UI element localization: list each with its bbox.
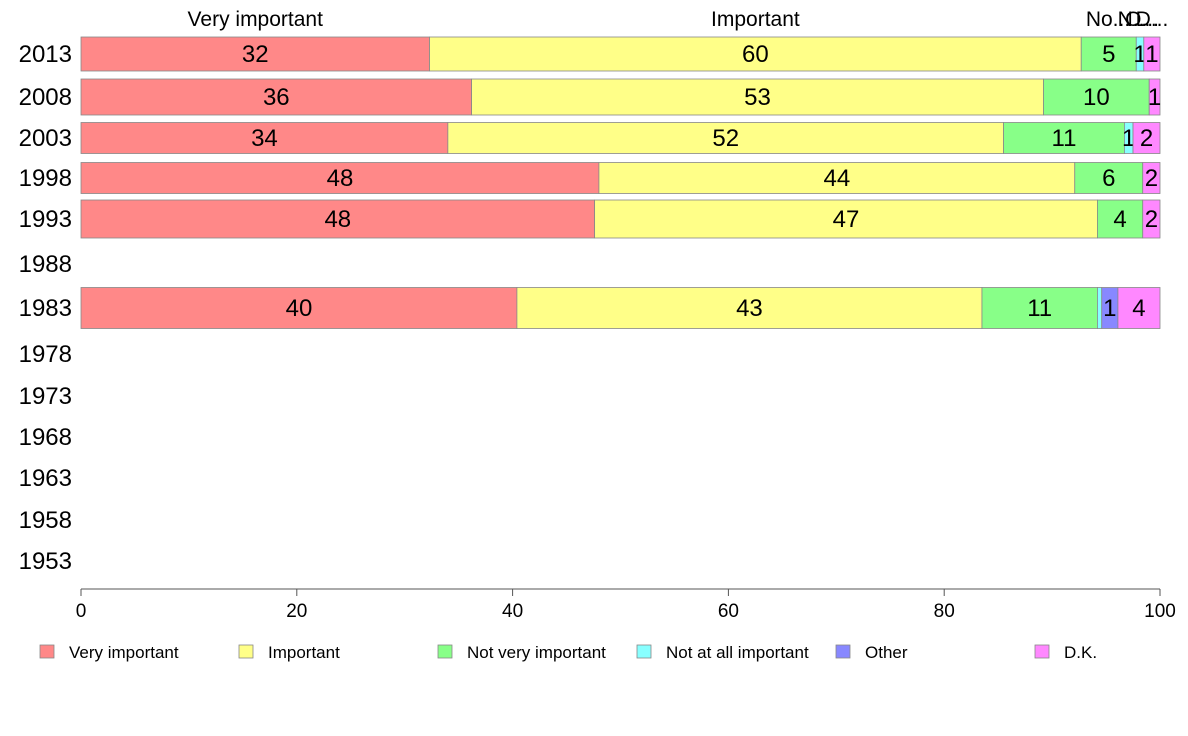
data-label-1983-4: 1	[1103, 295, 1116, 322]
legend: Very important Important Not very importan…	[39, 643, 1097, 662]
data-label-1993-5: 2	[1145, 206, 1158, 233]
data-label-1983-2: 11	[1027, 295, 1052, 322]
top-label-3: N...	[1118, 8, 1151, 31]
x-tick-label-40: 40	[502, 601, 523, 622]
bar-1998-d-k-	[1142, 162, 1161, 194]
legend-label-4: Other	[865, 643, 908, 662]
bar-1993-not-very-important	[1097, 199, 1144, 239]
bar-1993-very-important	[80, 199, 596, 239]
top-label-0: Very important	[188, 8, 324, 31]
legend-label-3: Not at all important	[666, 643, 809, 662]
year-label-1993: 1993	[19, 206, 72, 233]
bar-1998-important	[598, 162, 1076, 194]
y-axis-labels: 2013 2008 2003 1998 1993 1988 1983 1978 1973 1968…	[19, 41, 72, 575]
data-label-2003-2: 11	[1052, 125, 1077, 152]
x-tick-label-60: 60	[718, 601, 739, 622]
data-label-1993-0: 48	[324, 206, 351, 233]
bar-2003-very-important	[80, 122, 449, 154]
bar-1993-d-k-	[1142, 199, 1161, 239]
data-label-2008-0: 36	[263, 84, 290, 111]
x-tick-label-100: 100	[1144, 601, 1176, 622]
year-label-2013: 2013	[19, 41, 72, 68]
data-label-1998-1: 44	[823, 165, 850, 192]
data-label-2013-1: 60	[742, 41, 769, 68]
bar-1983-not-at-all-important	[1097, 287, 1103, 329]
year-label-1978: 1978	[19, 341, 72, 368]
data-label-2013-2: 5	[1102, 41, 1115, 68]
legend-label-5: D.K.	[1064, 643, 1097, 662]
legend-label-1: Important	[268, 643, 340, 662]
legend-swatch-1	[238, 644, 254, 659]
data-label-1998-0: 48	[327, 165, 354, 192]
data-label-2013-0: 32	[242, 41, 269, 68]
legend-label-2: Not very important	[467, 643, 606, 662]
bar-1983-d-k-	[1117, 287, 1161, 329]
bar-2008-very-important	[80, 78, 472, 116]
data-label-1993-2: 4	[1113, 206, 1126, 233]
bar-1983-very-important	[80, 287, 518, 329]
legend-swatch-5	[1034, 644, 1050, 659]
bar-2013-d-k-	[1143, 36, 1161, 72]
data-label-1998-2: 6	[1102, 165, 1115, 192]
bar-2003-not-very-important	[1003, 122, 1125, 154]
year-label-1953: 1953	[19, 548, 72, 575]
year-label-1988: 1988	[19, 251, 72, 278]
data-label-1983-5: 4	[1132, 295, 1145, 322]
top-labels: Very important Important No...N...O...D...	[188, 8, 1169, 31]
data-label-1983-1: 43	[736, 295, 763, 322]
year-label-1973: 1973	[19, 383, 72, 410]
bar-2013-very-important	[80, 36, 430, 72]
data-label-1998-5: 2	[1145, 165, 1158, 192]
data-label-2008-5: 1	[1148, 84, 1161, 111]
year-label-1998: 1998	[19, 165, 72, 192]
bar-1998-very-important	[80, 162, 600, 194]
data-label-2008-1: 53	[744, 84, 771, 111]
bar-2013-not-very-important	[1080, 36, 1137, 72]
x-tick-label-20: 20	[286, 601, 307, 622]
bar-1983-not-very-important	[981, 287, 1098, 329]
year-label-1983: 1983	[19, 295, 72, 322]
data-label-2003-1: 52	[712, 125, 739, 152]
x-axis: 0 20 40 60 80 100	[76, 588, 1176, 622]
year-label-1963: 1963	[19, 465, 72, 492]
bar-1998-not-very-important	[1074, 162, 1144, 194]
data-label-1983-0: 40	[286, 295, 313, 322]
top-label-4: O...	[1125, 8, 1159, 31]
bar-1983-important	[516, 287, 983, 329]
legend-swatch-4	[835, 644, 851, 659]
year-label-2003: 2003	[19, 125, 72, 152]
x-tick-label-80: 80	[934, 601, 955, 622]
x-tick-label-0: 0	[76, 601, 87, 622]
data-label-2003-0: 34	[251, 125, 278, 152]
top-label-5: D...	[1136, 8, 1169, 31]
bar-2008-d-k-	[1148, 78, 1161, 116]
legend-label-0: Very important	[69, 643, 179, 662]
data-label-2003-3: 1	[1122, 125, 1135, 152]
year-label-2008: 2008	[19, 84, 72, 111]
data-label-2013-5: 1	[1145, 41, 1158, 68]
bar-2008-important	[471, 78, 1044, 116]
legend-swatch-0	[39, 644, 55, 659]
legend-swatch-2	[437, 644, 453, 659]
data-label-2013-3: 1	[1133, 41, 1146, 68]
year-label-1958: 1958	[19, 507, 72, 534]
data-label-2008-2: 10	[1083, 84, 1110, 111]
legend-swatch-3	[636, 644, 652, 659]
data-label-2003-5: 2	[1140, 125, 1153, 152]
data-label-1993-1: 47	[833, 206, 860, 233]
top-label-1: Important	[711, 8, 800, 31]
bar-2013-important	[429, 36, 1082, 72]
top-label-2: No...	[1086, 8, 1130, 31]
bar-2003-d-k-	[1132, 122, 1161, 154]
year-label-1968: 1968	[19, 424, 72, 451]
